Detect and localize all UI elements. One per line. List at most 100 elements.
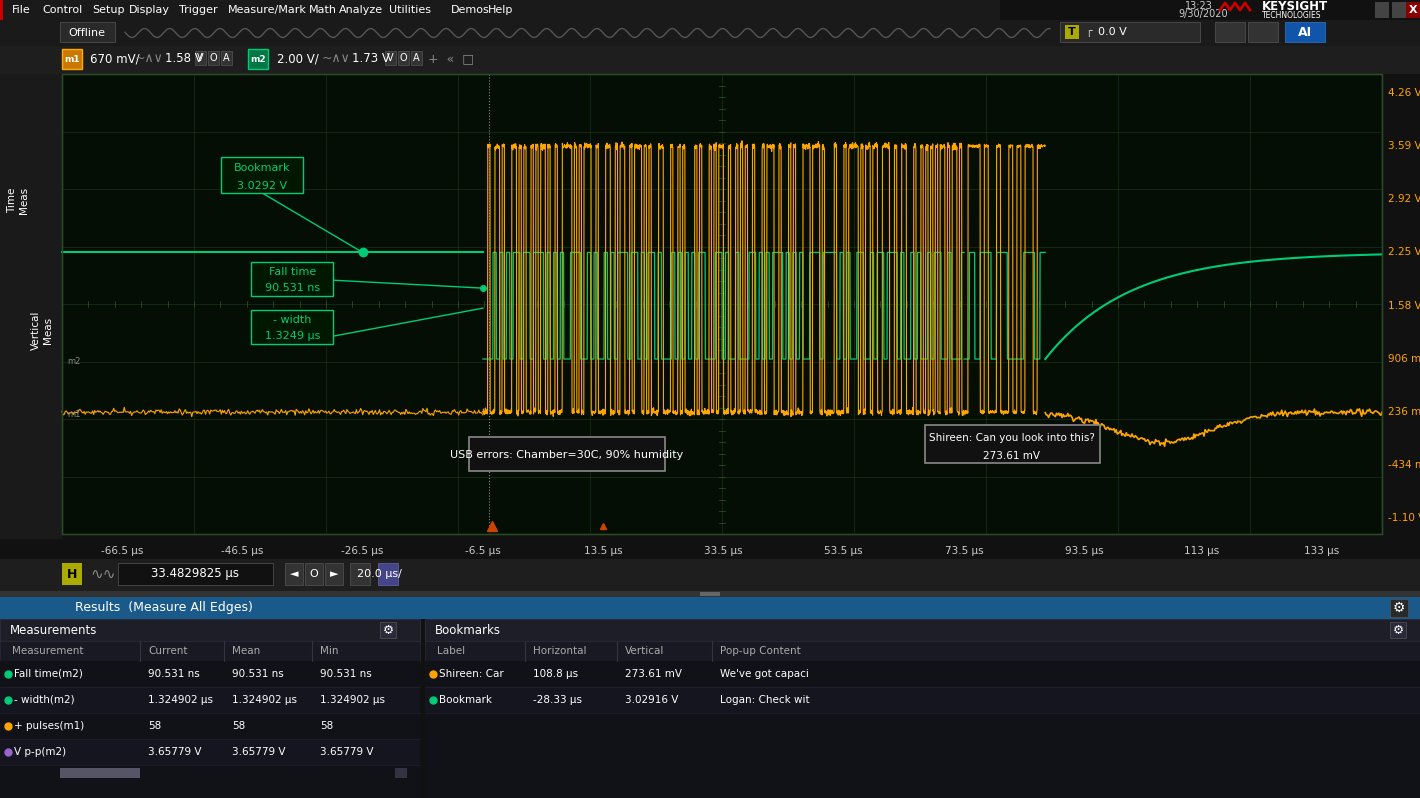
- Bar: [425, 619, 1420, 641]
- Text: Vertical
Meas: Vertical Meas: [31, 310, 53, 350]
- Text: Measurement: Measurement: [11, 646, 84, 656]
- Text: m1: m1: [67, 409, 81, 419]
- Text: 58: 58: [320, 721, 334, 731]
- Text: Vertical: Vertical: [625, 646, 665, 656]
- Text: Min: Min: [320, 646, 338, 656]
- Bar: [62, 74, 1382, 534]
- Bar: [195, 51, 206, 65]
- Bar: [425, 661, 1420, 687]
- Text: Horizontal: Horizontal: [532, 646, 586, 656]
- Text: Measure/Mark: Measure/Mark: [229, 5, 307, 15]
- Text: 3.0292 V: 3.0292 V: [237, 181, 287, 191]
- Text: 1.324902 μs: 1.324902 μs: [231, 695, 297, 705]
- Bar: [0, 687, 420, 713]
- Bar: [0, 20, 1420, 46]
- Text: 1.324902 μs: 1.324902 μs: [148, 695, 213, 705]
- Text: 1.324902 μs: 1.324902 μs: [320, 695, 385, 705]
- Text: 906 mV: 906 mV: [1387, 354, 1420, 364]
- Text: ⚙: ⚙: [1393, 601, 1406, 615]
- Bar: [425, 641, 1420, 661]
- Text: 3.65779 V: 3.65779 V: [148, 747, 202, 757]
- Text: Trigger: Trigger: [179, 5, 217, 15]
- Text: 1.58 V: 1.58 V: [165, 53, 203, 65]
- Text: Demos: Demos: [450, 5, 488, 15]
- Text: AI: AI: [1298, 26, 1312, 38]
- Bar: [222, 51, 231, 65]
- Bar: [378, 563, 398, 585]
- Bar: [469, 437, 665, 471]
- Bar: [60, 768, 141, 778]
- Bar: [248, 49, 268, 69]
- Text: O: O: [310, 569, 318, 579]
- Text: X: X: [1409, 5, 1417, 15]
- Text: Logan: Check wit: Logan: Check wit: [720, 695, 809, 705]
- Text: -46.5 μs: -46.5 μs: [222, 546, 264, 556]
- Bar: [0, 0, 3, 20]
- Text: ~∧∨: ~∧∨: [135, 53, 163, 65]
- Text: Setup: Setup: [92, 5, 125, 15]
- Bar: [305, 563, 322, 585]
- Text: ┌: ┌: [1085, 27, 1092, 37]
- Bar: [118, 563, 273, 585]
- Bar: [1216, 22, 1245, 42]
- Text: V p-p(m2): V p-p(m2): [14, 747, 67, 757]
- Bar: [60, 22, 115, 42]
- Bar: [0, 765, 420, 781]
- Text: Shireen: Can you look into this?: Shireen: Can you look into this?: [929, 433, 1095, 443]
- Text: 90.531 ns: 90.531 ns: [231, 669, 284, 679]
- Text: 13:23: 13:23: [1186, 1, 1213, 11]
- Bar: [395, 768, 408, 778]
- Text: -6.5 μs: -6.5 μs: [466, 546, 501, 556]
- Text: Offline: Offline: [68, 28, 105, 38]
- Bar: [0, 713, 420, 739]
- Text: Pop-up Content: Pop-up Content: [720, 646, 801, 656]
- Bar: [425, 619, 1420, 798]
- Text: 273.61 mV: 273.61 mV: [625, 669, 682, 679]
- Text: ∿∿: ∿∿: [89, 567, 115, 582]
- Text: 90.531 ns: 90.531 ns: [320, 669, 372, 679]
- Text: 3.02916 V: 3.02916 V: [625, 695, 679, 705]
- Text: Display: Display: [129, 5, 170, 15]
- Text: 93.5 μs: 93.5 μs: [1065, 546, 1103, 556]
- Bar: [410, 51, 422, 65]
- Bar: [0, 619, 420, 798]
- Text: 3.59 V: 3.59 V: [1387, 141, 1420, 151]
- Text: 73.5 μs: 73.5 μs: [944, 546, 984, 556]
- Text: 13.5 μs: 13.5 μs: [584, 546, 622, 556]
- Bar: [0, 559, 1420, 591]
- Text: -1.10 V: -1.10 V: [1387, 513, 1420, 523]
- Bar: [924, 425, 1100, 463]
- Bar: [0, 591, 1420, 597]
- Text: KEYSIGHT: KEYSIGHT: [1262, 1, 1328, 14]
- Text: Fall time: Fall time: [268, 267, 317, 277]
- Text: -26.5 μs: -26.5 μs: [341, 546, 383, 556]
- Bar: [251, 310, 334, 344]
- Bar: [1248, 22, 1278, 42]
- Text: H: H: [67, 567, 77, 580]
- Text: USB errors: Chamber=30C, 90% humidity: USB errors: Chamber=30C, 90% humidity: [450, 450, 683, 460]
- Text: 3.65779 V: 3.65779 V: [231, 747, 285, 757]
- Text: 33.5 μs: 33.5 μs: [704, 546, 743, 556]
- Text: Analyze: Analyze: [339, 5, 383, 15]
- Bar: [0, 661, 420, 687]
- Bar: [207, 51, 219, 65]
- Bar: [349, 563, 371, 585]
- Text: 33.4829825 μs: 33.4829825 μs: [151, 567, 239, 580]
- Text: ⚙: ⚙: [382, 623, 393, 637]
- Bar: [62, 563, 82, 585]
- Bar: [1285, 22, 1325, 42]
- Text: 1.3249 μs: 1.3249 μs: [264, 331, 320, 341]
- Bar: [1390, 622, 1406, 638]
- Bar: [1392, 2, 1406, 18]
- Text: Measurements: Measurements: [10, 623, 98, 637]
- Text: Results  (Measure All Edges): Results (Measure All Edges): [75, 602, 253, 614]
- Bar: [1065, 25, 1079, 39]
- Text: V: V: [388, 53, 393, 63]
- Text: Label: Label: [437, 646, 466, 656]
- Text: T: T: [1068, 27, 1076, 37]
- Text: TECHNOLOGIES: TECHNOLOGIES: [1262, 10, 1322, 19]
- Text: V: V: [197, 53, 204, 63]
- Text: Shireen: Car: Shireen: Car: [439, 669, 504, 679]
- Text: 4.26 V: 4.26 V: [1387, 88, 1420, 98]
- Text: 113 μs: 113 μs: [1184, 546, 1220, 556]
